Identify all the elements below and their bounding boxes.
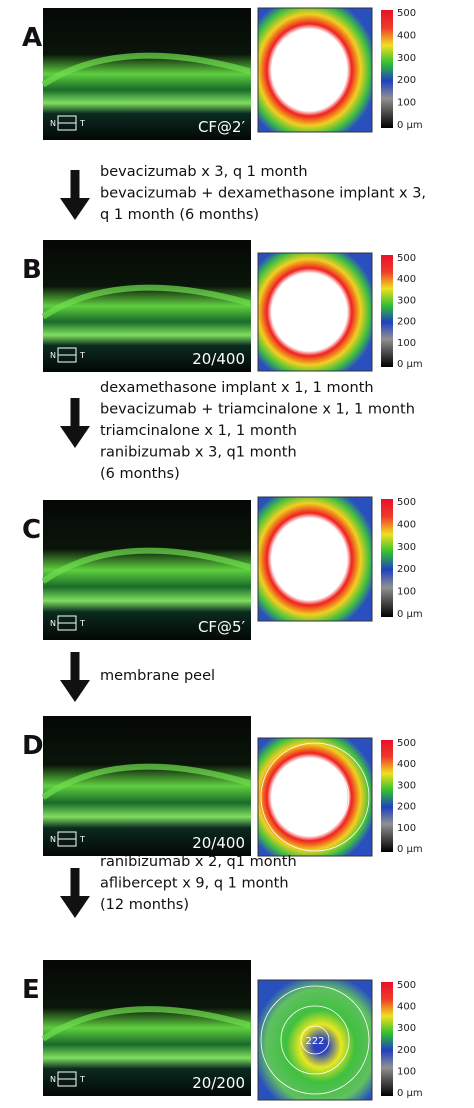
scale-label: 200 [397,802,416,813]
scale-label: 200 [397,75,416,86]
oct-scan [43,500,251,640]
scale-label: 500 [397,980,416,991]
color-scale [381,10,393,128]
retina-layer [41,763,251,800]
panel-label: D [22,731,44,761]
retina-layer [41,547,251,584]
treatment-line: membrane peel [100,668,215,684]
etdrs-ring [280,762,350,832]
nasal-label: N [50,835,56,844]
visual-acuity: CF@2′ [198,118,246,136]
color-scale [381,982,393,1096]
scale-label: 500 [397,738,416,749]
treatment-line: bevacizumab x 3, q 1 month [100,164,308,180]
scale-label: 0 µm [397,120,423,131]
scale-label: 400 [397,274,416,285]
nasal-label: N [50,619,56,628]
visual-acuity: 20/200 [192,1074,245,1092]
panel-label: A [22,23,42,53]
retina-layer [41,284,251,320]
scale-label: 300 [397,1023,416,1034]
treatment-line: ranibizumab x 2, q1 month [100,854,297,870]
scale-label: 200 [397,1045,416,1056]
scale-label: 100 [397,587,416,598]
temporal-label: T [79,351,85,360]
scale-label: 100 [397,98,416,109]
treatment-line: dexamethasone implant x 1, 1 month [100,380,374,396]
nasal-label: N [50,351,56,360]
scale-label: 300 [397,295,416,306]
visual-acuity: 20/400 [192,834,245,852]
arrow-head [60,680,90,702]
scale-label: 0 µm [397,609,423,620]
treatment-line: q 1 month (6 months) [100,207,259,223]
temporal-label: T [79,835,85,844]
arrow-head [60,896,90,918]
scale-label: 100 [397,823,416,834]
treatment-line: (12 months) [100,897,189,913]
oct-scan [43,240,251,372]
retina-layer [41,52,251,88]
scale-label: 0 µm [397,359,423,370]
oct-scan [43,716,251,856]
scale-label: 0 µm [397,1088,423,1099]
scale-label: 300 [397,53,416,64]
etdrs-ring [300,782,330,812]
scale-label: 500 [397,8,416,19]
etdrs-ring [300,1025,330,1055]
arrow-head [60,198,90,220]
scale-label: 100 [397,338,416,349]
panel-label: B [22,255,42,285]
etdrs-ring [280,1005,350,1075]
treatment-line: triamcinalone x 1, 1 month [100,423,297,439]
scale-label: 400 [397,519,416,530]
arrow-head [60,426,90,448]
thickness-map [257,979,373,1101]
scale-label: 500 [397,497,416,508]
scale-label: 300 [397,780,416,791]
panel-label: C [22,515,41,545]
treatment-line: bevacizumab + dexamethasone implant x 3, [100,186,426,202]
scale-label: 400 [397,30,416,41]
treatment-line: bevacizumab + triamcinalone x 1, 1 month [100,402,415,418]
scale-label: 400 [397,1002,416,1013]
scale-label: 200 [397,564,416,575]
treatment-line: aflibercept x 9, q 1 month [100,876,289,892]
nasal-label: N [50,119,56,128]
temporal-label: T [79,119,85,128]
temporal-label: T [79,1075,85,1084]
scale-label: 0 µm [397,844,423,855]
treatment-line: ranibizumab x 3, q1 month [100,445,297,461]
thickness-map [257,737,373,857]
thickness-map [257,7,373,133]
thickness-map [257,496,373,622]
retina-layer [41,1006,251,1042]
panel-label: E [22,975,40,1005]
scale-label: 400 [397,759,416,770]
color-scale [381,499,393,617]
scale-label: 100 [397,1066,416,1077]
color-scale [381,740,393,852]
temporal-label: T [79,619,85,628]
etdrs-ring [260,742,370,852]
oct-scan [43,8,251,140]
scale-label: 500 [397,253,416,264]
thickness-map [257,252,373,372]
oct-scan [43,960,251,1096]
map-value: 222 [305,1036,324,1047]
color-scale [381,255,393,367]
nasal-label: N [50,1075,56,1084]
visual-acuity: 20/400 [192,350,245,368]
treatment-line: (6 months) [100,466,180,482]
scale-label: 300 [397,542,416,553]
visual-acuity: CF@5′ [198,618,246,636]
etdrs-ring [260,985,370,1095]
scale-label: 200 [397,317,416,328]
